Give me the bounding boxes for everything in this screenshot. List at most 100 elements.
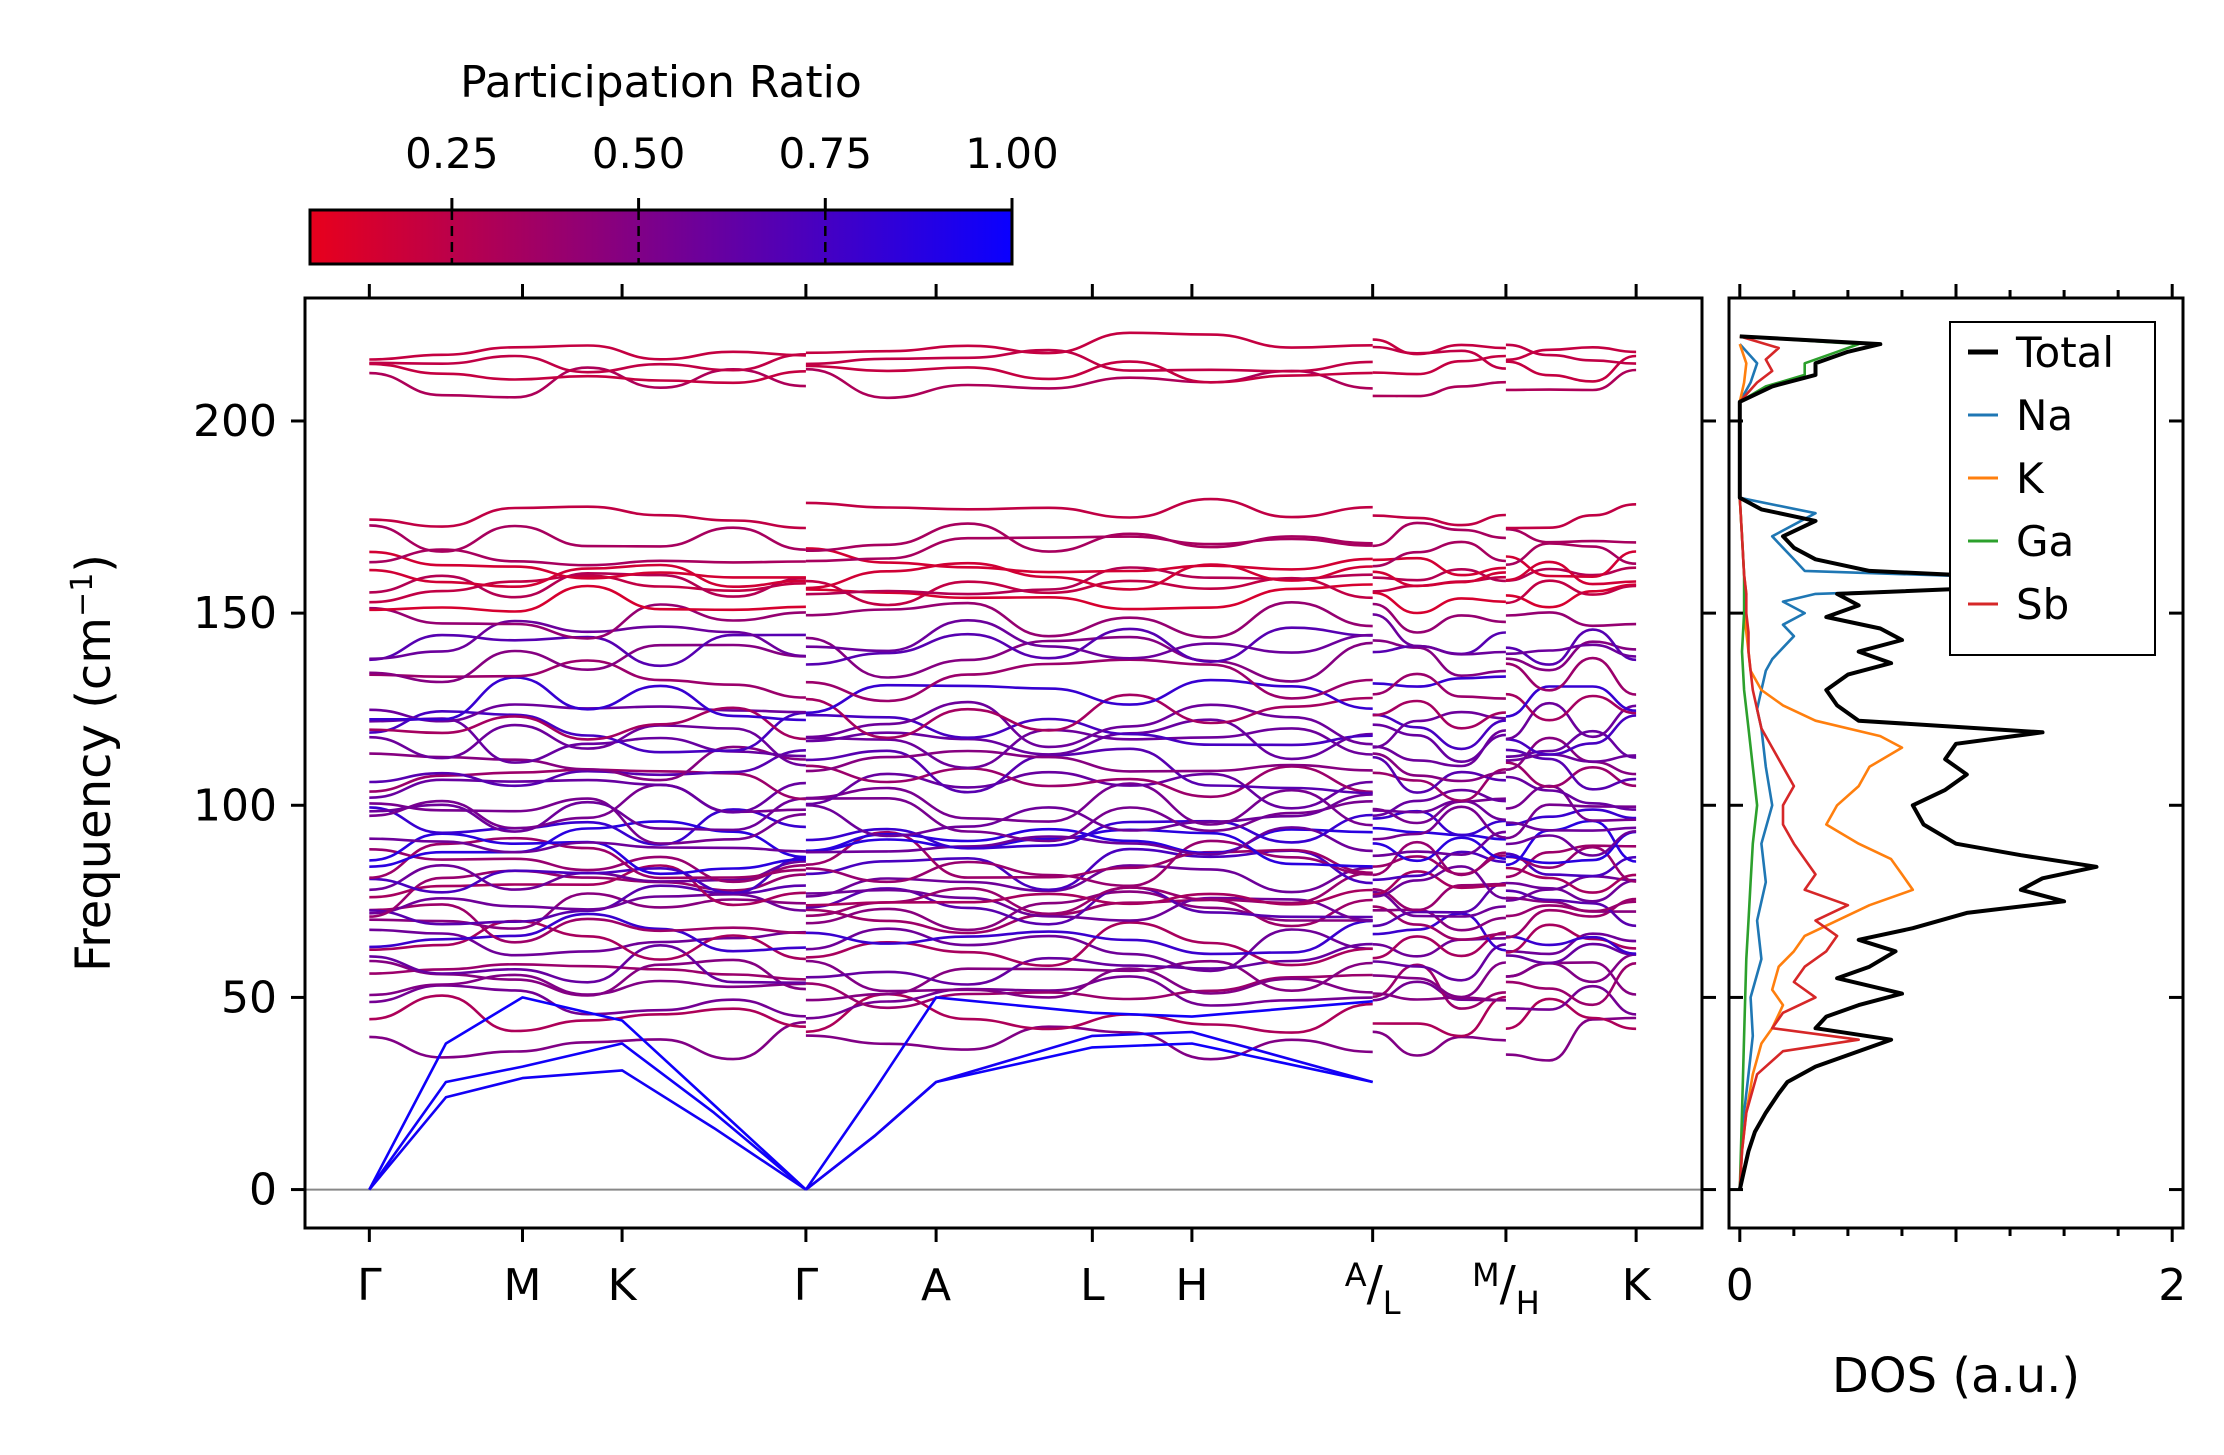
y-tick-label: 150 (193, 588, 277, 639)
optical-branch (369, 1020, 806, 1061)
optical-branch (1505, 935, 1637, 955)
optical-branch (805, 830, 1373, 879)
optical-branch (369, 603, 806, 640)
optical-branch (1372, 672, 1506, 700)
kpoint-split-top: A (1345, 1256, 1367, 1294)
optical-branch (369, 548, 806, 567)
optical-branch (1505, 611, 1637, 628)
optical-branch (369, 919, 806, 961)
optical-branch (1505, 874, 1637, 902)
optical-branch (369, 524, 806, 553)
optical-branch (805, 839, 1373, 888)
optical-branch (1505, 729, 1637, 759)
optical-branch (369, 723, 806, 767)
optical-branch (1372, 699, 1506, 730)
optical-branch (1372, 905, 1506, 941)
optical-branch (369, 892, 806, 915)
optical-branch (805, 890, 1373, 932)
optical-branch (805, 700, 1373, 749)
optical-branch (805, 813, 1373, 850)
optical-branch (369, 749, 806, 788)
optical-branch (1505, 900, 1637, 918)
optical-branch (1505, 736, 1637, 776)
optical-branch (1372, 591, 1506, 615)
optical-branch (1372, 931, 1506, 960)
optical-branch (1372, 613, 1506, 656)
dos-curve-ga (1738, 335, 1860, 1190)
optical-branch (805, 360, 1373, 384)
optical-branch (805, 749, 1373, 773)
optical-branch (1505, 819, 1637, 867)
optical-branch (369, 706, 806, 741)
optical-branch (805, 828, 1373, 868)
optical-branch (1505, 1016, 1637, 1062)
kpoint-label: Γ (794, 1260, 819, 1311)
optical-branch (369, 962, 806, 981)
kpoint-label: H (1175, 1260, 1208, 1311)
acoustic-branch (805, 1030, 1374, 1191)
kpoint-label: K (608, 1260, 638, 1311)
optical-branch (1372, 799, 1506, 822)
optical-branch (1372, 908, 1506, 932)
kpoint-label: L (1080, 1260, 1105, 1311)
optical-branch (369, 837, 806, 854)
optical-branch (1372, 826, 1506, 841)
optical-branch (1505, 579, 1637, 605)
optical-branch (369, 563, 806, 589)
optical-branch (1505, 550, 1637, 579)
dos-legend: Total Na K Ga Sb (1949, 321, 2156, 656)
optical-branch (805, 747, 1373, 795)
x-axis-title-dos: DOS (a.u.) (1832, 1348, 2080, 1404)
optical-branch (369, 574, 806, 604)
optical-branch (1505, 897, 1637, 939)
optical-branch (1372, 992, 1506, 1002)
optical-branch (1505, 527, 1637, 544)
optical-branch (369, 584, 806, 613)
y-axis-title: Frequency (cm−1) (65, 554, 122, 972)
optical-branch (1372, 380, 1506, 398)
optical-branch (1505, 560, 1637, 586)
colorbar-tick-label: 1.00 (965, 129, 1059, 178)
optical-branch (1505, 753, 1637, 763)
kpoint-split-bottom: L (1383, 1284, 1401, 1322)
optical-branch (1372, 881, 1507, 928)
optical-branch (1372, 788, 1506, 817)
optical-branch (805, 561, 1373, 591)
optical-branch (1372, 830, 1506, 858)
optical-branch (805, 727, 1373, 770)
legend-label-k: K (2016, 454, 2045, 503)
band-structure-ticks (291, 284, 1716, 1242)
kpoint-label: K (1622, 1260, 1652, 1311)
legend-label-na: Na (2016, 391, 2073, 440)
optical-branch (805, 927, 1373, 973)
kpoint-split-bottom: H (1516, 1284, 1540, 1322)
optical-branch (805, 793, 1373, 838)
optical-branch (369, 994, 806, 1033)
optical-branch (1372, 943, 1507, 982)
optical-branch (369, 928, 806, 957)
optical-branch (369, 353, 806, 374)
optical-branch (1372, 854, 1506, 876)
colorbar-tick-labels: 0.25 0.50 0.75 1.00 (405, 129, 1059, 178)
optical-branch (1372, 338, 1506, 356)
optical-branch (369, 943, 806, 984)
dos-curve-total (1737, 334, 2121, 1191)
optical-branch (805, 535, 1373, 563)
kpoint-split-label: A/L (1345, 1256, 1401, 1322)
kpoint-split-slash: / (1367, 1256, 1384, 1312)
kpoint-label: M (504, 1260, 542, 1311)
kpoint-split-label: M/H (1472, 1256, 1540, 1322)
optical-branch (369, 643, 806, 684)
optical-branch (1505, 583, 1637, 609)
optical-branch (1372, 710, 1506, 749)
optical-branch (805, 348, 1373, 373)
optical-branch (369, 836, 806, 880)
acoustic-branch (368, 1069, 807, 1191)
acoustic-branch (368, 1042, 807, 1191)
optical-branch (805, 678, 1373, 715)
optical-branch (1372, 602, 1506, 634)
optical-branch (805, 888, 1373, 907)
optical-branch (369, 709, 806, 754)
colorbar-tick-label: 0.25 (405, 129, 499, 178)
